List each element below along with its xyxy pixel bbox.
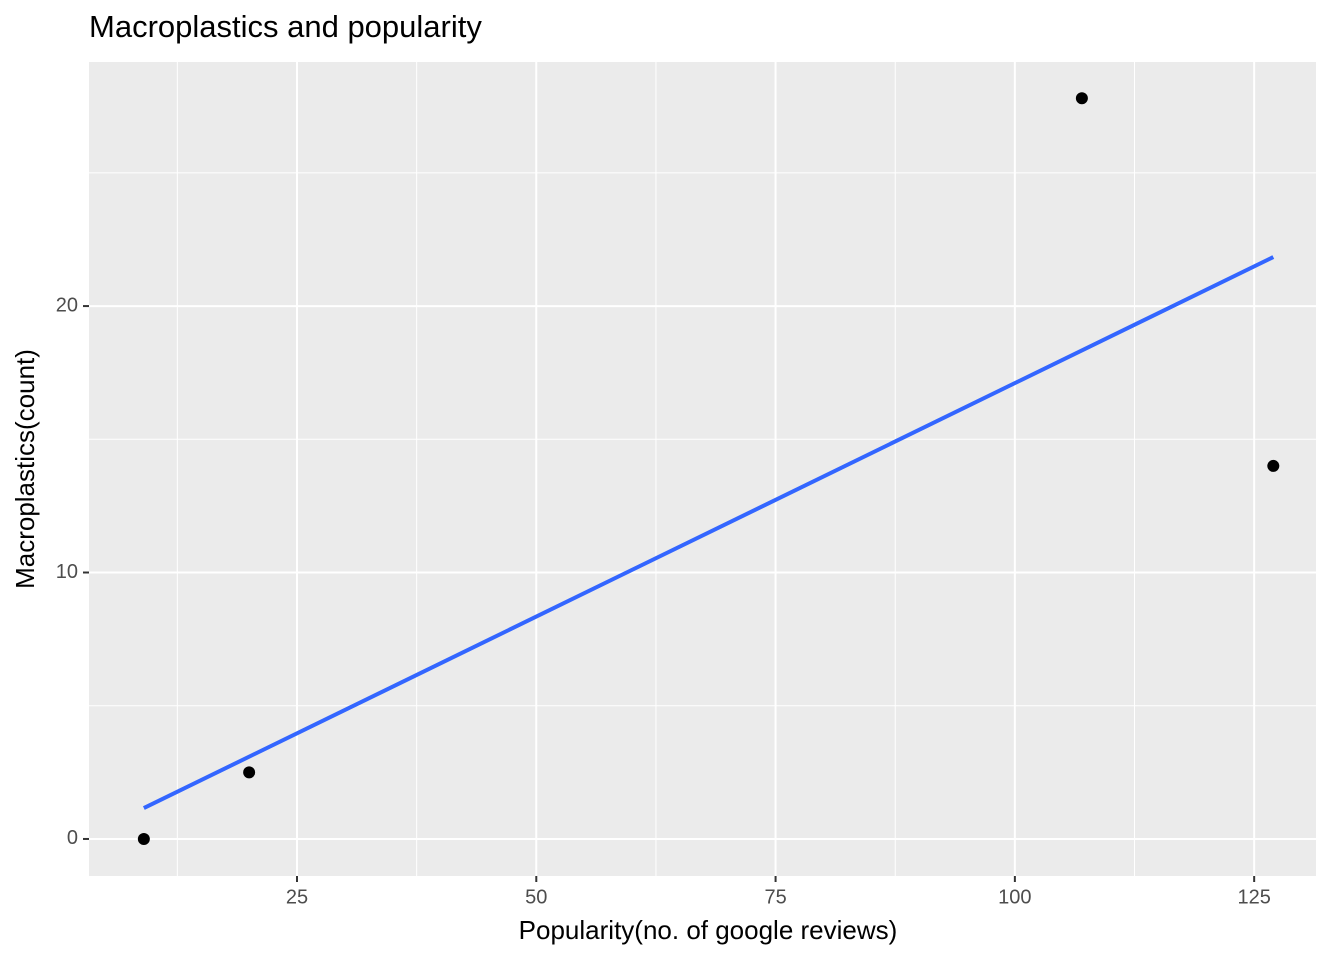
x-tick-label: 25 xyxy=(286,886,308,908)
chart-title: Macroplastics and popularity xyxy=(89,9,482,44)
x-tick-label: 50 xyxy=(525,886,547,908)
x-axis-label: Popularity(no. of google reviews) xyxy=(519,915,898,945)
x-tick-label: 100 xyxy=(998,886,1031,908)
x-tick-label: 75 xyxy=(764,886,786,908)
point xyxy=(243,766,256,779)
x-tick-label: 125 xyxy=(1237,886,1270,908)
panel xyxy=(89,62,1316,876)
point xyxy=(1075,92,1088,105)
point xyxy=(1267,459,1280,472)
y-tick-label: 20 xyxy=(56,294,78,316)
y-tick-label: 10 xyxy=(56,561,78,583)
y-tick-label: 0 xyxy=(67,827,78,849)
y-axis-label: Macroplastics(count) xyxy=(10,349,40,589)
trend-line xyxy=(142,255,1275,810)
point xyxy=(137,832,150,845)
